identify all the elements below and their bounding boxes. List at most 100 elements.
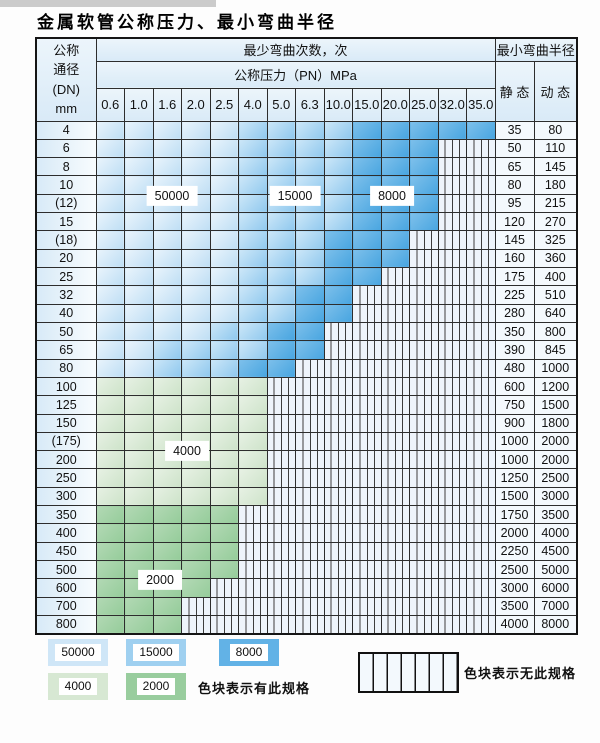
no-spec-cell <box>380 431 410 452</box>
dn-header-line: 通径 <box>53 62 80 78</box>
no-spec-cell <box>209 614 239 635</box>
no-spec-cell <box>352 285 382 305</box>
spec-cell <box>380 248 410 269</box>
spec-cell <box>209 358 239 378</box>
spec-cell <box>124 248 154 269</box>
no-spec-cell <box>352 340 382 360</box>
dynamic-radius-cell: 80 <box>533 120 578 140</box>
dynamic-radius-cell: 145 <box>533 157 578 177</box>
spec-cell <box>209 376 239 397</box>
spec-cell <box>352 212 382 232</box>
spec-cell <box>266 212 296 232</box>
dn-cell: 600 <box>35 578 97 598</box>
static-radius-cell: 480 <box>494 358 535 378</box>
spec-cell <box>124 157 154 177</box>
spec-cell <box>95 450 125 470</box>
spec-cell <box>95 321 125 342</box>
legend-no-spec-hatch-box <box>358 652 459 693</box>
dn-cell: 40 <box>35 303 97 323</box>
spec-cell <box>124 431 154 452</box>
static-radius-cell: 2250 <box>494 541 535 562</box>
dynamic-radius-cell: 6000 <box>533 578 578 598</box>
bend-cycles-header: 最少弯曲次数，次 <box>95 37 496 62</box>
static-radius-cell: 1750 <box>494 505 535 525</box>
spec-cell <box>124 120 154 140</box>
spec-cell <box>95 486 125 507</box>
spec-cell <box>295 340 325 360</box>
spec-cell <box>152 486 182 507</box>
no-spec-cell <box>380 523 410 543</box>
static-radius-cell: 280 <box>494 303 535 323</box>
legend-swatch-8000: 8000 <box>219 639 279 666</box>
spec-cell <box>152 358 182 378</box>
spec-cell <box>124 376 154 397</box>
no-spec-cell <box>238 596 268 616</box>
pressure-header-row: 0.6 1.0 1.6 2.0 2.5 4.0 5.0 6.3 10.0 15.0 20.0 25.0… <box>36 87 577 122</box>
no-spec-cell <box>409 614 439 635</box>
table-row-dn-200: 200 1000 2000 <box>35 450 578 470</box>
no-spec-cell <box>466 193 496 214</box>
legend-swatch-label: 50000 <box>55 644 101 661</box>
spec-cell <box>181 486 211 507</box>
spec-cell <box>238 413 268 433</box>
scan-artifact-bar <box>0 0 216 7</box>
spec-cell <box>238 358 268 378</box>
no-spec-cell <box>323 578 353 598</box>
no-spec-cell <box>181 614 211 635</box>
no-spec-cell <box>409 340 439 360</box>
table-row-dn-20: 20 160 360 <box>35 248 578 269</box>
spec-cell <box>95 193 125 214</box>
spec-cell <box>124 285 154 305</box>
no-spec-cell <box>380 340 410 360</box>
spec-cell <box>352 120 382 140</box>
no-spec-cell <box>238 505 268 525</box>
dn-header: 公称 通径 (DN) mm <box>35 37 97 122</box>
dynamic-radius-cell: 3500 <box>533 505 578 525</box>
header-row-2: 公称压力（PN）MPa 静 态 动 态 <box>36 60 578 122</box>
no-spec-cell <box>466 175 496 195</box>
spec-cell <box>266 358 296 378</box>
spec-cell <box>95 358 125 378</box>
no-spec-cell <box>409 285 439 305</box>
dynamic-radius-cell: 4000 <box>533 523 578 543</box>
table-row-dn-150: 150 900 1800 <box>35 413 578 433</box>
legend-swatch-50000: 50000 <box>48 639 108 666</box>
spec-cell <box>238 431 268 452</box>
no-spec-cell <box>466 450 496 470</box>
no-spec-cell <box>238 541 268 562</box>
no-spec-cell <box>352 450 382 470</box>
no-spec-cell <box>380 468 410 488</box>
dynamic-radius-cell: 360 <box>533 248 578 269</box>
static-radius-cell: 2000 <box>494 523 535 543</box>
no-spec-cell <box>295 395 325 415</box>
pressure-header-2.0: 2.0 <box>181 87 211 122</box>
no-spec-cell <box>380 266 410 287</box>
table-row-dn-700: 700 3500 7000 <box>35 596 578 616</box>
no-spec-cell <box>295 413 325 433</box>
spec-cell <box>152 266 182 287</box>
spec-cell <box>95 413 125 433</box>
spec-cell <box>95 596 125 616</box>
spec-cell <box>266 266 296 287</box>
table-header: 公称 通径 (DN) mm 最少弯曲次数，次 最小弯曲半径 公称压力（PN）MPa 静… <box>35 37 578 122</box>
spec-cell <box>238 303 268 323</box>
spec-cell <box>152 321 182 342</box>
spec-cell <box>209 523 239 543</box>
spec-cell <box>209 431 239 452</box>
legend-swatch-15000: 15000 <box>126 639 186 666</box>
dn-cell: 10 <box>35 175 97 195</box>
no-spec-cell <box>437 358 467 378</box>
spec-cell <box>95 303 125 323</box>
dn-cell: (175) <box>35 431 97 452</box>
spec-cell <box>124 450 154 470</box>
pressure-header-20.0: 20.0 <box>380 87 410 122</box>
pn-header: 公称压力（PN）MPa <box>95 60 496 89</box>
spec-cell <box>238 321 268 342</box>
static-radius-cell: 1250 <box>494 468 535 488</box>
spec-cell <box>209 157 239 177</box>
no-spec-cell <box>266 578 296 598</box>
spec-cell <box>181 578 211 598</box>
no-spec-cell <box>409 303 439 323</box>
no-spec-cell <box>323 450 353 470</box>
no-spec-cell <box>323 468 353 488</box>
